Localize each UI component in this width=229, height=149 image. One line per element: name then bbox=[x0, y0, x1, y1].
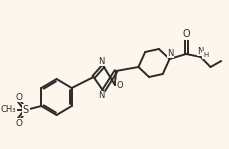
Text: N: N bbox=[198, 46, 204, 55]
Text: CH₃: CH₃ bbox=[0, 105, 16, 114]
Text: O: O bbox=[117, 80, 123, 90]
Text: O: O bbox=[15, 118, 22, 128]
Text: O: O bbox=[15, 93, 22, 101]
Text: N: N bbox=[167, 49, 174, 58]
Text: N: N bbox=[98, 91, 105, 100]
Text: S: S bbox=[23, 105, 29, 115]
Text: H: H bbox=[203, 52, 208, 58]
Text: O: O bbox=[182, 29, 190, 39]
Text: N: N bbox=[98, 56, 105, 66]
